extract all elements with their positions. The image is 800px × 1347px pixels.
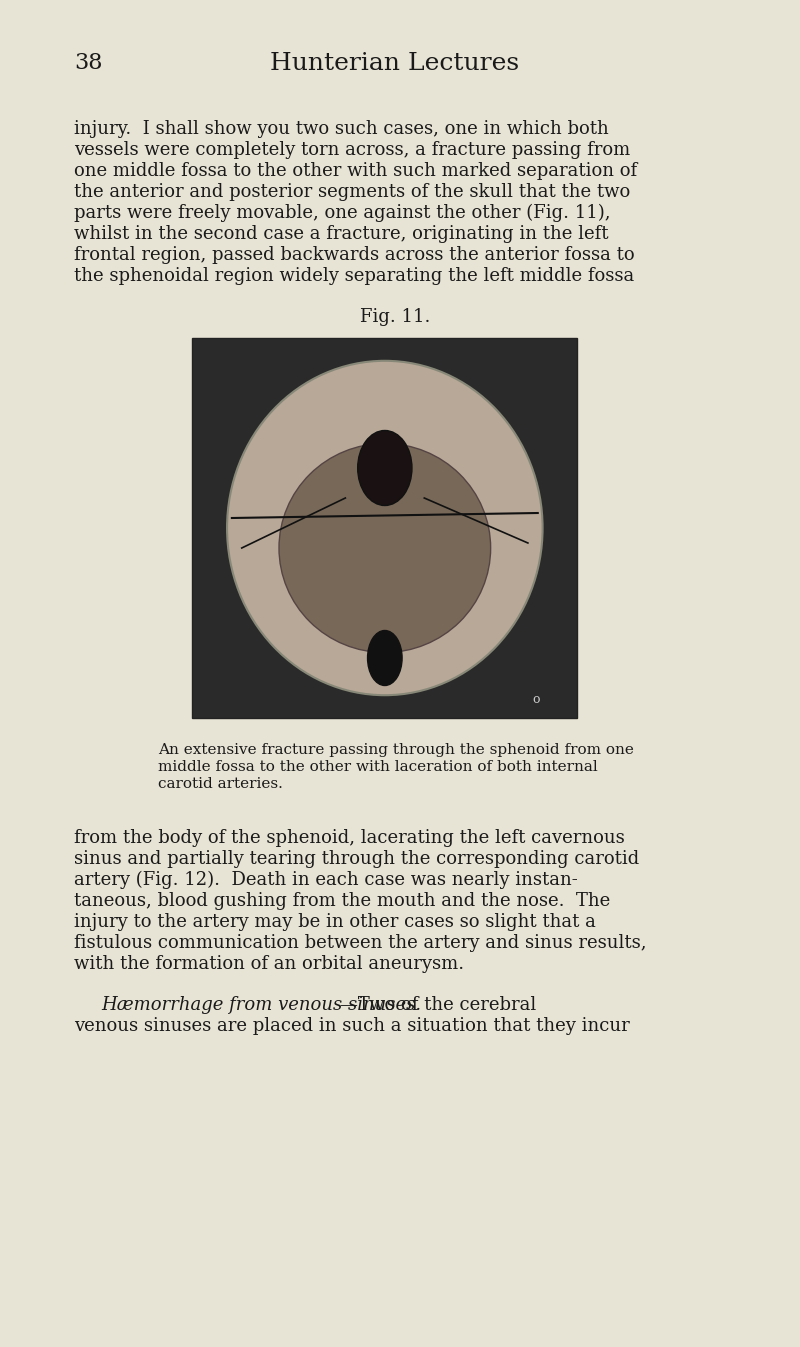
Ellipse shape [367, 630, 402, 686]
Text: injury.  I shall show you two such cases, one in which both: injury. I shall show you two such cases,… [74, 120, 609, 137]
Text: artery (Fig. 12).  Death in each case was nearly instan-: artery (Fig. 12). Death in each case was… [74, 872, 578, 889]
Text: fistulous communication between the artery and sinus results,: fistulous communication between the arte… [74, 933, 646, 952]
Text: injury to the artery may be in other cases so slight that a: injury to the artery may be in other cas… [74, 913, 596, 931]
Ellipse shape [227, 361, 542, 695]
Text: whilst in the second case a fracture, originating in the left: whilst in the second case a fracture, or… [74, 225, 609, 242]
Text: o: o [533, 692, 540, 706]
Text: the sphenoidal region widely separating the left middle fossa: the sphenoidal region widely separating … [74, 267, 634, 286]
Text: Hæmorrhage from venous sinuses.: Hæmorrhage from venous sinuses. [102, 995, 422, 1014]
Text: with the formation of an orbital aneurysm.: with the formation of an orbital aneurys… [74, 955, 464, 973]
Text: sinus and partially tearing through the corresponding carotid: sinus and partially tearing through the … [74, 850, 639, 867]
Ellipse shape [279, 443, 490, 652]
Bar [193, 338, 578, 718]
Text: middle fossa to the other with laceration of both internal: middle fossa to the other with laceratio… [158, 760, 598, 775]
Text: venous sinuses are placed in such a situation that they incur: venous sinuses are placed in such a situ… [74, 1017, 630, 1034]
Text: taneous, blood gushing from the mouth and the nose.  The: taneous, blood gushing from the mouth an… [74, 892, 610, 911]
Text: from the body of the sphenoid, lacerating the left cavernous: from the body of the sphenoid, laceratin… [74, 828, 625, 847]
Text: frontal region, passed backwards across the anterior fossa to: frontal region, passed backwards across … [74, 247, 634, 264]
Text: one middle fossa to the other with such marked separation of: one middle fossa to the other with such … [74, 162, 637, 180]
Text: Fig. 11.: Fig. 11. [359, 308, 430, 326]
Text: parts were freely movable, one against the other (Fig. 11),: parts were freely movable, one against t… [74, 203, 610, 222]
Text: 38: 38 [74, 53, 102, 74]
Text: Hunterian Lectures: Hunterian Lectures [270, 53, 519, 75]
Text: An extensive fracture passing through the sphenoid from one: An extensive fracture passing through th… [158, 744, 634, 757]
Ellipse shape [358, 431, 412, 505]
Text: —Two of the cerebral: —Two of the cerebral [341, 995, 537, 1014]
Text: vessels were completely torn across, a fracture passing from: vessels were completely torn across, a f… [74, 141, 630, 159]
Text: carotid arteries.: carotid arteries. [158, 777, 282, 791]
Text: the anterior and posterior segments of the skull that the two: the anterior and posterior segments of t… [74, 183, 630, 201]
